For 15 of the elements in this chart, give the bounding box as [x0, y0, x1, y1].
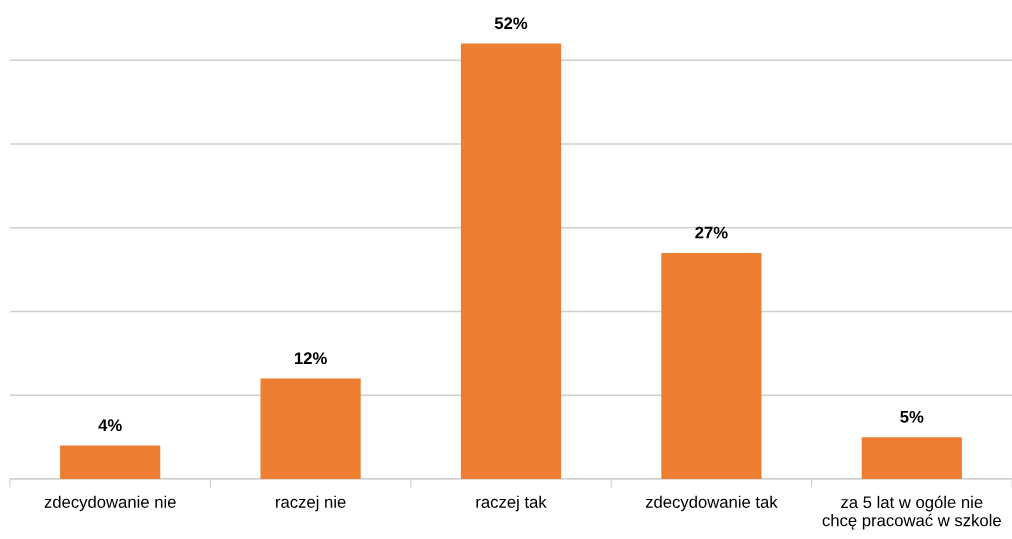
- x-tick-label: za 5 lat w ogóle nie chcę pracować w szkole: [822, 495, 1001, 530]
- x-tick-label: raczej tak: [476, 495, 547, 512]
- data-label: 5%: [900, 410, 924, 423]
- bar: [260, 378, 361, 479]
- bar: [60, 445, 161, 479]
- x-tick-label: zdecydowanie nie: [44, 495, 176, 512]
- bar: [460, 43, 562, 479]
- data-label: 12%: [294, 352, 327, 365]
- bar: [661, 252, 762, 479]
- bar: [861, 437, 962, 479]
- data-label: 4%: [98, 419, 122, 432]
- data-label: 27%: [695, 226, 728, 239]
- x-tick-label: raczej nie: [276, 495, 346, 512]
- data-label: 52%: [494, 17, 528, 30]
- x-tick-label: zdecydowanie tak: [645, 495, 778, 512]
